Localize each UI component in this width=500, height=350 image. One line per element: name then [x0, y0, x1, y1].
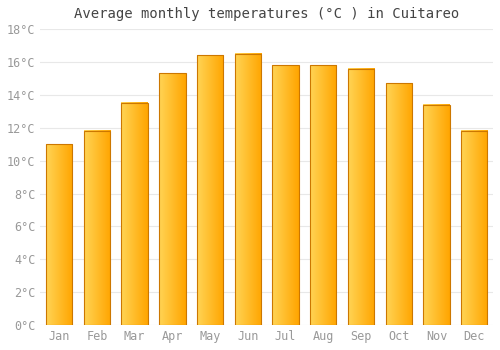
- Bar: [122, 103, 148, 325]
- Bar: [197, 55, 224, 325]
- Bar: [348, 69, 374, 325]
- Bar: [386, 83, 412, 325]
- Bar: [46, 144, 72, 325]
- Bar: [84, 131, 110, 325]
- Bar: [310, 65, 336, 325]
- Bar: [159, 74, 186, 325]
- Bar: [461, 131, 487, 325]
- Bar: [424, 105, 450, 325]
- Bar: [234, 54, 261, 325]
- Bar: [272, 65, 299, 325]
- Title: Average monthly temperatures (°C ) in Cuitareo: Average monthly temperatures (°C ) in Cu…: [74, 7, 460, 21]
